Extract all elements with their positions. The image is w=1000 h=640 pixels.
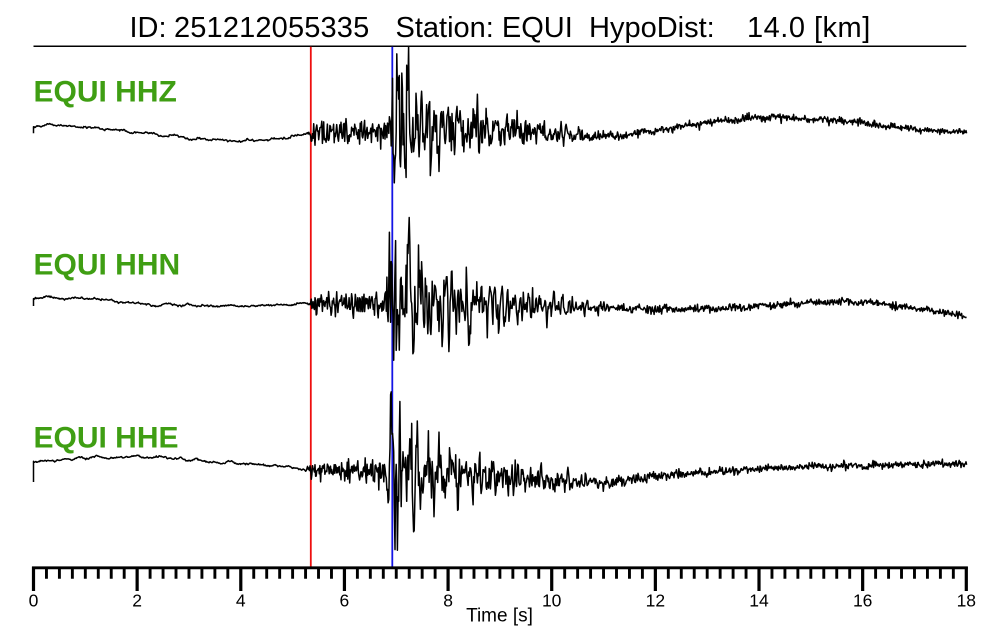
svg-text:14: 14 xyxy=(749,591,769,611)
svg-text:EQUI HHN: EQUI HHN xyxy=(34,248,181,281)
svg-text:ID:: ID: xyxy=(130,12,167,44)
svg-text:Station: EQUI: Station: EQUI xyxy=(396,12,573,44)
svg-text:Time [s]: Time [s] xyxy=(466,605,533,626)
svg-text:8: 8 xyxy=(443,591,453,611)
svg-text:12: 12 xyxy=(646,591,665,611)
svg-text:EQUI HHZ: EQUI HHZ xyxy=(34,75,177,108)
svg-text:4: 4 xyxy=(236,591,246,611)
svg-text:251212055335: 251212055335 xyxy=(174,12,369,44)
svg-text:2: 2 xyxy=(132,591,142,611)
svg-text:HypoDist:: HypoDist: xyxy=(589,12,715,44)
svg-text:18: 18 xyxy=(957,591,976,611)
svg-text:10: 10 xyxy=(542,591,562,611)
svg-text:0: 0 xyxy=(29,591,39,611)
svg-text:16: 16 xyxy=(853,591,872,611)
svg-text:6: 6 xyxy=(340,591,350,611)
svg-text:14.0 [km]: 14.0 [km] xyxy=(747,12,871,44)
svg-text:EQUI HHE: EQUI HHE xyxy=(34,421,179,454)
